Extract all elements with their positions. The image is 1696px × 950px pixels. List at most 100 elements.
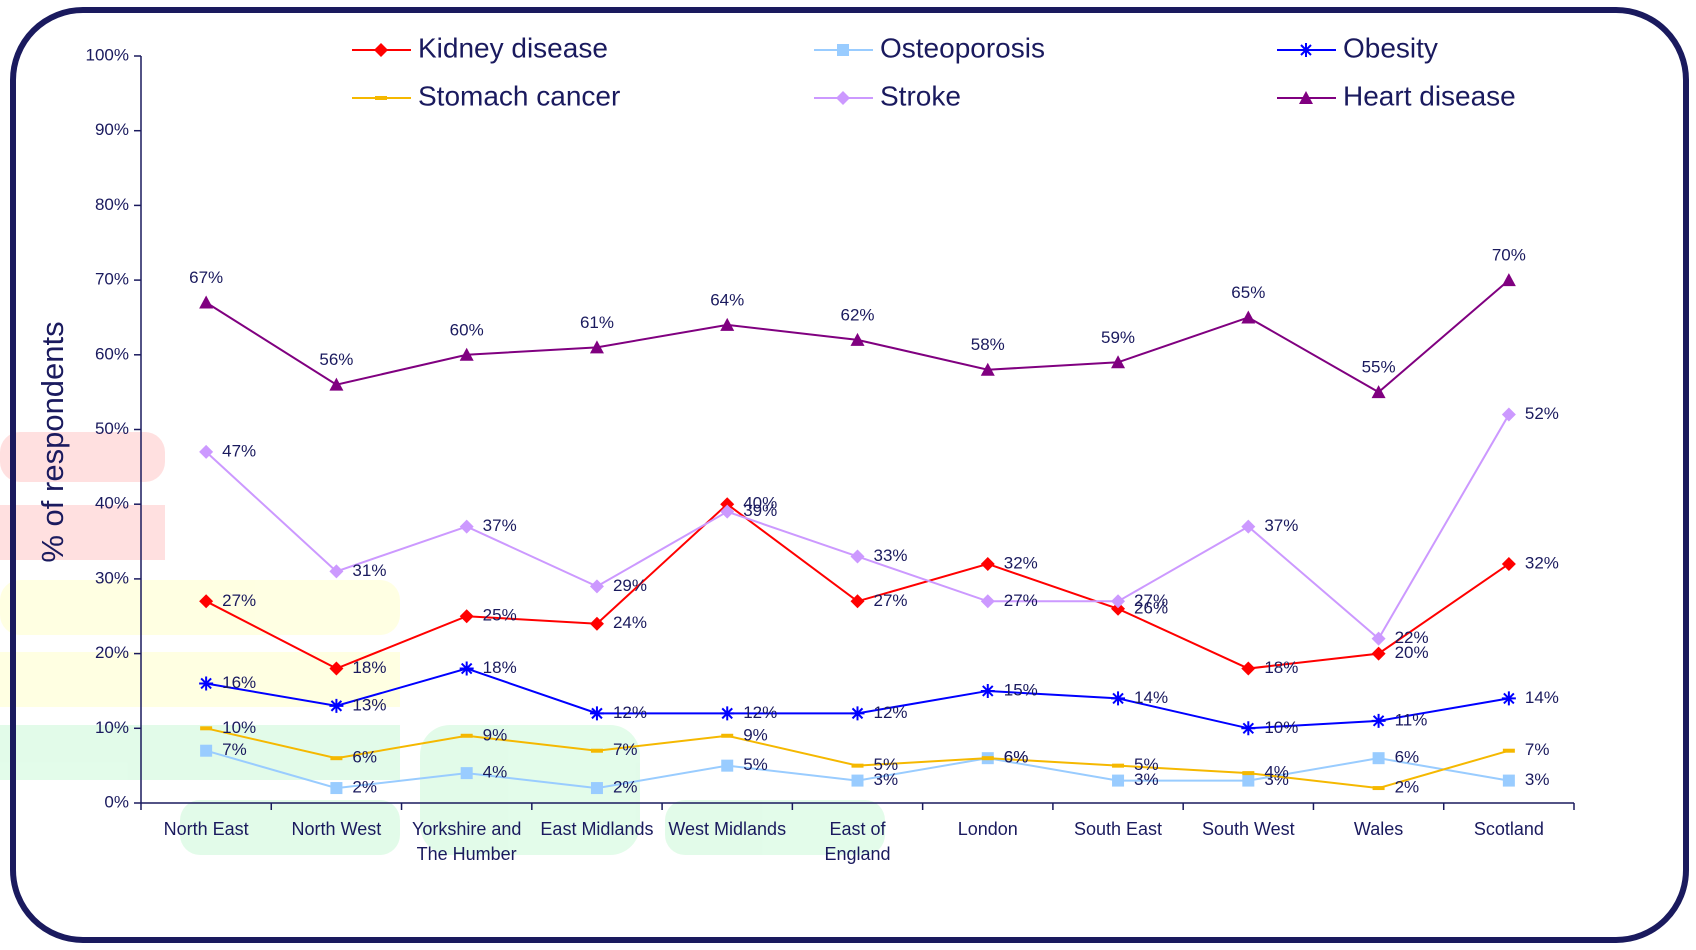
marker: [1371, 713, 1386, 728]
marker: [590, 782, 603, 795]
marker: [1241, 721, 1256, 736]
x-tick-label: East of England: [824, 819, 891, 864]
legend-entry: Stroke: [814, 80, 961, 111]
marker: [459, 519, 474, 534]
marker: [1241, 661, 1256, 676]
series: 16% 13% 18% 12% 12% 12% 15% 14% 10% 11% 14%: [199, 658, 1559, 737]
value-label: 52%: [1525, 404, 1559, 423]
series: 7%2%4%2%5%3%6%3% 3%6%3%: [200, 740, 1550, 797]
series-line: [205, 502, 1510, 670]
value-label: 14%: [1525, 688, 1559, 707]
marker: [980, 362, 995, 376]
legend-marker: [836, 91, 850, 105]
marker: [199, 594, 214, 609]
value-label: 67%: [189, 268, 223, 287]
value-label: 5%: [874, 755, 899, 774]
marker: [329, 377, 344, 391]
y-axis-label: % of respondents: [35, 321, 70, 562]
value-label: 37%: [483, 516, 517, 535]
marker: [329, 698, 344, 713]
y-tick-label: 100%: [86, 45, 129, 64]
value-label: 33%: [874, 546, 908, 565]
value-label: 62%: [840, 305, 874, 324]
x-tick-label: South West: [1201, 819, 1295, 839]
marker: [1501, 407, 1516, 422]
value-label: 9%: [483, 725, 508, 744]
marker: [1242, 771, 1255, 776]
marker: [460, 767, 473, 780]
legend-marker: [374, 43, 388, 57]
marker: [199, 295, 214, 309]
marker: [1371, 631, 1386, 646]
value-label: 18%: [352, 658, 386, 677]
y-tick-label: 90%: [95, 120, 129, 139]
value-label: 60%: [450, 320, 484, 339]
value-label: 64%: [710, 290, 744, 309]
value-label: 58%: [971, 335, 1005, 354]
marker: [1502, 774, 1515, 787]
legend-entry: Kidney disease: [352, 32, 608, 63]
marker: [1111, 601, 1126, 616]
y-tick-label: 30%: [95, 568, 129, 587]
marker: [329, 564, 344, 579]
marker: [980, 594, 995, 609]
marker: [1371, 385, 1386, 399]
marker: [1501, 556, 1516, 571]
marker: [200, 744, 213, 757]
series: 27% 18% 25% 24% 40% 27% 32% 26% 18% 20% 32%: [199, 494, 1559, 677]
x-tick-label: West Midlands: [668, 819, 787, 839]
marker: [1241, 310, 1256, 324]
marker: [1111, 355, 1126, 369]
legend-marker: [1299, 91, 1313, 104]
marker: [980, 556, 995, 571]
marker: [199, 676, 214, 691]
marker: [200, 726, 213, 731]
value-label: 7%: [222, 740, 247, 759]
value-label: 27%: [222, 591, 256, 610]
value-label: 12%: [743, 703, 777, 722]
value-label: 32%: [1525, 553, 1559, 572]
y-tick-label: 10%: [95, 718, 129, 737]
x-tick-label: London: [957, 819, 1018, 839]
legend-label: Kidney disease: [418, 32, 608, 63]
value-label: 6%: [1395, 748, 1420, 767]
value-label: 59%: [1101, 328, 1135, 347]
value-label: 3%: [1525, 770, 1550, 789]
value-label: 7%: [613, 740, 638, 759]
legend-label: Obesity: [1343, 32, 1438, 63]
marker: [720, 497, 735, 512]
frame: [10, 7, 1689, 943]
series: 67% 56% 60% 61% 64% 62% 58% 59% 65% 55% 70%: [189, 246, 1526, 399]
x-tick-label: Wales: [1353, 819, 1404, 839]
marker: [590, 748, 603, 753]
marker: [589, 579, 604, 594]
value-label: 6%: [352, 748, 377, 767]
series: 10% 6% 9% 7% 9% 5% 6% 5% 4% 2% 7%: [200, 718, 1549, 797]
x-tick-label: South East: [1074, 819, 1163, 839]
value-label: 12%: [613, 703, 647, 722]
marker: [850, 594, 865, 609]
value-label: 24%: [613, 613, 647, 632]
legend-entry: Obesity: [1277, 32, 1438, 63]
value-label: 56%: [319, 350, 353, 369]
value-label: 15%: [1004, 680, 1038, 699]
x-tick-label: Scotland: [1473, 819, 1544, 839]
x-tick-label: Yorkshire and The Humber: [411, 819, 522, 864]
marker: [1372, 786, 1385, 791]
marker: [589, 340, 604, 354]
x-tick-label: East Midlands: [540, 819, 654, 839]
y-tick-label: 20%: [95, 643, 129, 662]
marker: [1111, 691, 1126, 706]
marker: [850, 706, 865, 721]
value-label: 2%: [352, 778, 377, 797]
legend-label: Heart disease: [1343, 80, 1516, 111]
value-label: 25%: [483, 606, 517, 625]
value-label: 7%: [1525, 740, 1550, 759]
value-label: 16%: [222, 673, 256, 692]
value-label: 27%: [1134, 591, 1168, 610]
value-label: 6%: [1004, 748, 1029, 767]
marker: [850, 549, 865, 564]
value-label: 18%: [1264, 658, 1298, 677]
value-label: 22%: [1395, 628, 1429, 647]
marker: [850, 332, 865, 346]
